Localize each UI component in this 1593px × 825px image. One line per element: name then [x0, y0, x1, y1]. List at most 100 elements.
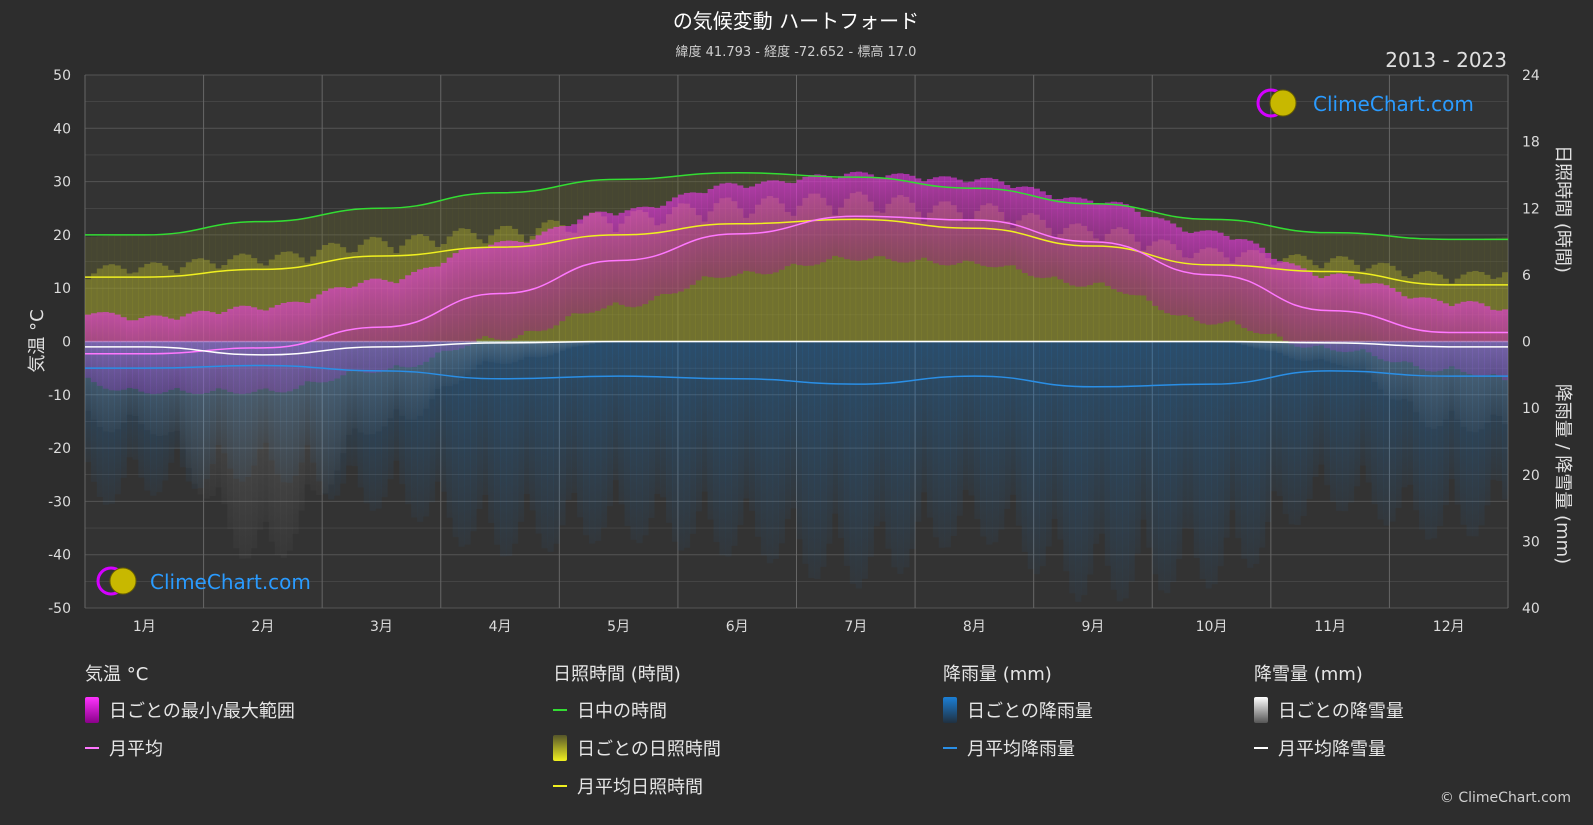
temp-range-bar: [1247, 240, 1254, 331]
daylight-bar: [387, 208, 394, 342]
temp-range-bar: [1306, 271, 1313, 348]
rain-bar: [998, 341, 1005, 530]
rain-bar: [1282, 341, 1289, 515]
rain-bar: [630, 341, 637, 540]
snow-bar: [262, 341, 270, 522]
daylight-bar: [1454, 239, 1461, 342]
temp-range-bar: [517, 241, 525, 336]
rain-bar: [1235, 341, 1242, 539]
daylight-bar: [144, 234, 151, 342]
temp-range-bar: [760, 181, 768, 275]
copyright[interactable]: © ClimeChart.com: [1440, 790, 1571, 806]
daylight-bar: [962, 188, 969, 342]
snow-bar: [322, 341, 329, 494]
sunshine-bar: [227, 259, 234, 342]
snow-bar: [185, 341, 193, 468]
sunshine-bar: [1009, 227, 1017, 342]
rain-bar: [1217, 341, 1224, 567]
temp-range-bar: [1377, 283, 1384, 360]
temp-range-bar: [1430, 298, 1438, 372]
temp-range-bar: [660, 205, 667, 294]
daylight-bar: [393, 207, 400, 342]
legend-item: 月平均: [85, 736, 295, 760]
rain-bar: [932, 341, 940, 538]
snow-bar: [96, 341, 104, 427]
rain-bar: [547, 341, 554, 552]
snow-bar: [179, 341, 187, 450]
rain-bar: [464, 341, 471, 545]
temp-range-bar: [624, 210, 631, 307]
temp-range-bar: [405, 275, 412, 368]
sunshine-avg-line: [85, 218, 1508, 286]
daylight-bar: [885, 179, 892, 342]
rain-bar: [523, 341, 530, 495]
rain-bar: [452, 341, 459, 538]
left-tick-label: 20: [53, 228, 71, 244]
temp-range-bar: [1460, 301, 1467, 372]
rain-bar: [1193, 341, 1200, 559]
snow-bar: [1430, 341, 1438, 429]
temp-range-bar: [677, 194, 685, 292]
snow-bar: [482, 341, 489, 362]
snow-bar: [1241, 341, 1248, 346]
sunshine-bar: [179, 267, 187, 342]
right-tick-label: 12: [1522, 201, 1540, 217]
rain-bar: [1241, 341, 1248, 559]
series-lines: [85, 171, 1508, 388]
rain-bar: [879, 341, 886, 522]
rain-bar: [820, 341, 827, 567]
rain-bar: [1472, 341, 1479, 537]
sunshine-bar: [701, 221, 708, 342]
legend-swatch: [85, 697, 99, 723]
temp-range-bar: [1081, 198, 1088, 287]
temp-range-bar: [1004, 185, 1011, 266]
daylight-bar: [1466, 239, 1473, 342]
snow-bar: [156, 341, 163, 437]
rain-bar: [1294, 341, 1301, 525]
snow-bar: [494, 341, 501, 364]
snow-bar: [1282, 341, 1289, 356]
sunshine-bar: [932, 205, 940, 342]
sunshine-bar: [832, 215, 839, 342]
temp-range-bar: [1413, 297, 1420, 367]
sunshine-bar: [1092, 238, 1100, 342]
sunshine-bar: [268, 259, 276, 342]
sunshine-bar: [903, 196, 910, 342]
temp-avg-line: [85, 215, 1508, 355]
rain-bar: [754, 341, 762, 537]
brand-logo-bottom[interactable]: ClimeChart.com: [96, 566, 311, 596]
snow-bar: [173, 341, 181, 431]
sunshine-bar: [209, 263, 216, 342]
sunshine-bar: [1051, 237, 1058, 342]
snow-bar: [339, 341, 347, 454]
snow-bar: [1490, 341, 1497, 415]
legend-item: 月平均日照時間: [553, 774, 721, 798]
temp-range-bar: [992, 179, 999, 268]
rain-bar: [677, 341, 685, 551]
daylight-bar: [156, 234, 163, 342]
sunshine-bar: [1087, 231, 1094, 342]
rain-bar: [838, 341, 845, 539]
rain-bar: [470, 341, 477, 532]
snow-bar: [1365, 341, 1372, 375]
temp-range-bar: [1092, 203, 1100, 283]
rain-bar: [1004, 341, 1011, 509]
sunshine-bar: [855, 191, 863, 342]
sunshine-bar: [251, 258, 258, 342]
rain-bar: [1181, 341, 1189, 529]
sunshine-bar: [126, 273, 133, 342]
brand-logo-top[interactable]: ClimeChart.com: [1256, 88, 1474, 118]
snow-bar: [221, 341, 228, 505]
month-label: 9月: [1081, 619, 1104, 635]
snow-bar: [505, 341, 513, 364]
snow-bar: [363, 341, 370, 435]
rain-bar: [968, 341, 975, 496]
sunshine-bar: [185, 262, 193, 342]
rain-bar: [588, 341, 596, 544]
temp-range-bar: [1104, 202, 1112, 286]
snow-bar: [351, 341, 359, 429]
temp-range-bar: [1401, 296, 1408, 362]
sunshine-bar: [245, 254, 252, 342]
chart-subtitle: 緯度 41.793 - 経度 -72.652 - 標高 17.0: [676, 44, 917, 60]
snow-bar: [268, 341, 276, 542]
